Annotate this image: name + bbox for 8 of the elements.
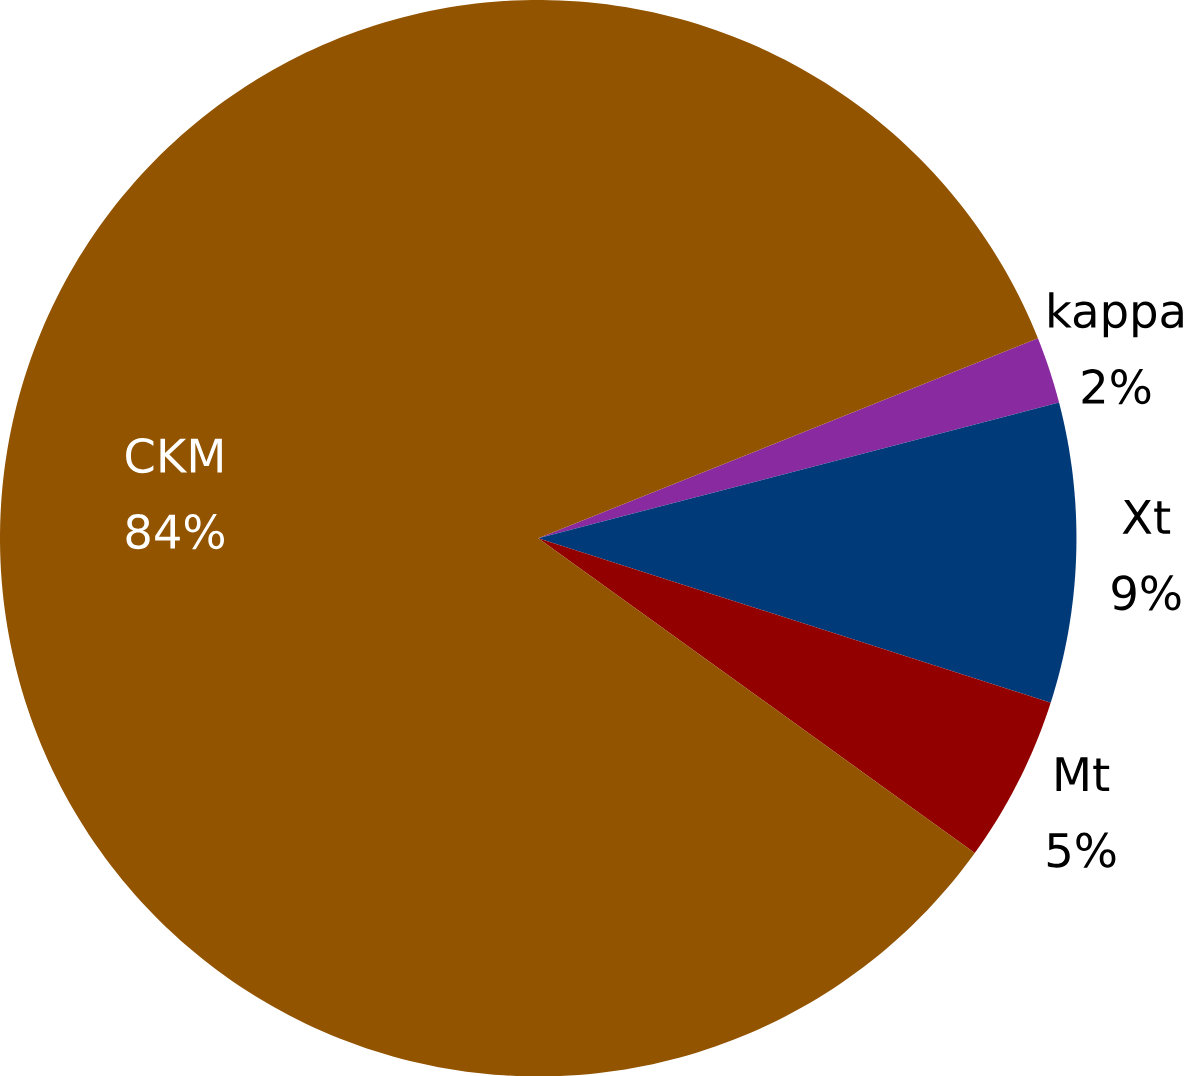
slice-label: CKM (126, 437, 222, 473)
slice-label: Mt (1056, 756, 1110, 791)
data-label: 5% (1047, 832, 1116, 868)
slice-label: kappa (1049, 292, 1183, 338)
data-label: 84% (126, 513, 224, 549)
data-label: 2% (1082, 368, 1151, 405)
data-label: 9% (1112, 575, 1181, 611)
slice-label: Xt (1122, 499, 1171, 534)
